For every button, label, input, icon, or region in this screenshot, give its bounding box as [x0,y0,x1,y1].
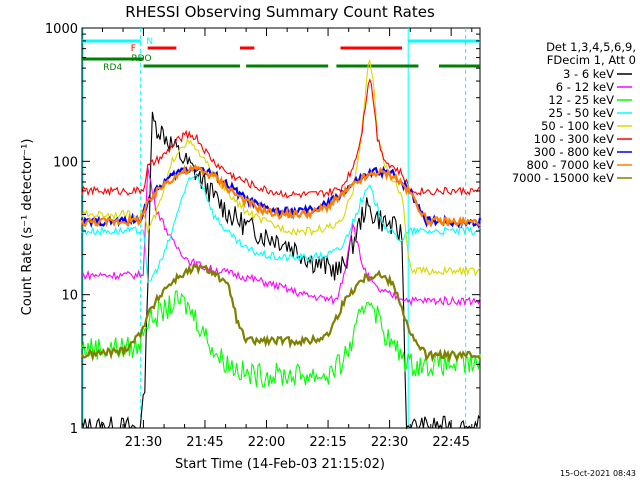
legend-entry: 6 - 12 keV [556,80,614,94]
y-tick-label: 1 [70,422,78,437]
legend-header: Det 1,3,4,5,6,9, [546,40,636,54]
series-line [81,111,481,430]
flag-label: RD4 [103,63,122,73]
series-line [81,58,481,277]
x-tick-label: 22:00 [248,435,285,450]
series-line [81,167,481,307]
flag-label: N [146,37,153,47]
y-axis-label: Count Rate (s⁻¹ detector⁻¹) [20,139,35,316]
series-line [81,290,481,388]
x-tick-label: 22:45 [432,435,469,450]
legend-entry: 50 - 100 keV [541,119,614,133]
legend-entry: 300 - 800 keV [534,145,614,159]
legend-entry: 25 - 50 keV [548,106,614,120]
legend-entry: 12 - 25 keV [548,93,614,107]
series-line [81,173,481,283]
x-axis-label: Start Time (14-Feb-03 21:15:02) [175,457,385,472]
series-group [80,58,482,430]
series-line [80,163,481,228]
axes-group: 21:30 21:45 22:00 22:15 22:30 22:45 1 10 100 1000 [45,22,480,450]
legend-header: FDecim 1, Att 0 [547,53,636,67]
x-tick-label: 21:45 [186,435,223,450]
timestamp: 15-Oct-2021 08:43 [560,469,636,478]
y-tick-label: 10 [61,289,78,304]
chart-title: RHESSI Observing Summary Count Rates [125,3,435,21]
x-tick-label: 22:15 [309,435,346,450]
x-tick-label: 22:30 [371,435,408,450]
y-tick-label: 100 [53,155,78,170]
legend: Det 1,3,4,5,6,9,FDecim 1, Att 03 - 6 keV… [512,40,636,185]
legend-entry: 800 - 7000 keV [526,158,614,172]
x-tick-label: 21:30 [125,435,162,450]
flag-label: RDO [131,54,151,64]
series-line [81,263,481,364]
flag-label: F [131,44,136,54]
y-tick-label: 1000 [45,22,78,37]
legend-entry: 7000 - 15000 keV [512,171,614,185]
legend-entry: 3 - 6 keV [563,67,614,81]
series-line [81,78,481,199]
legend-entry: 100 - 300 keV [534,132,614,146]
